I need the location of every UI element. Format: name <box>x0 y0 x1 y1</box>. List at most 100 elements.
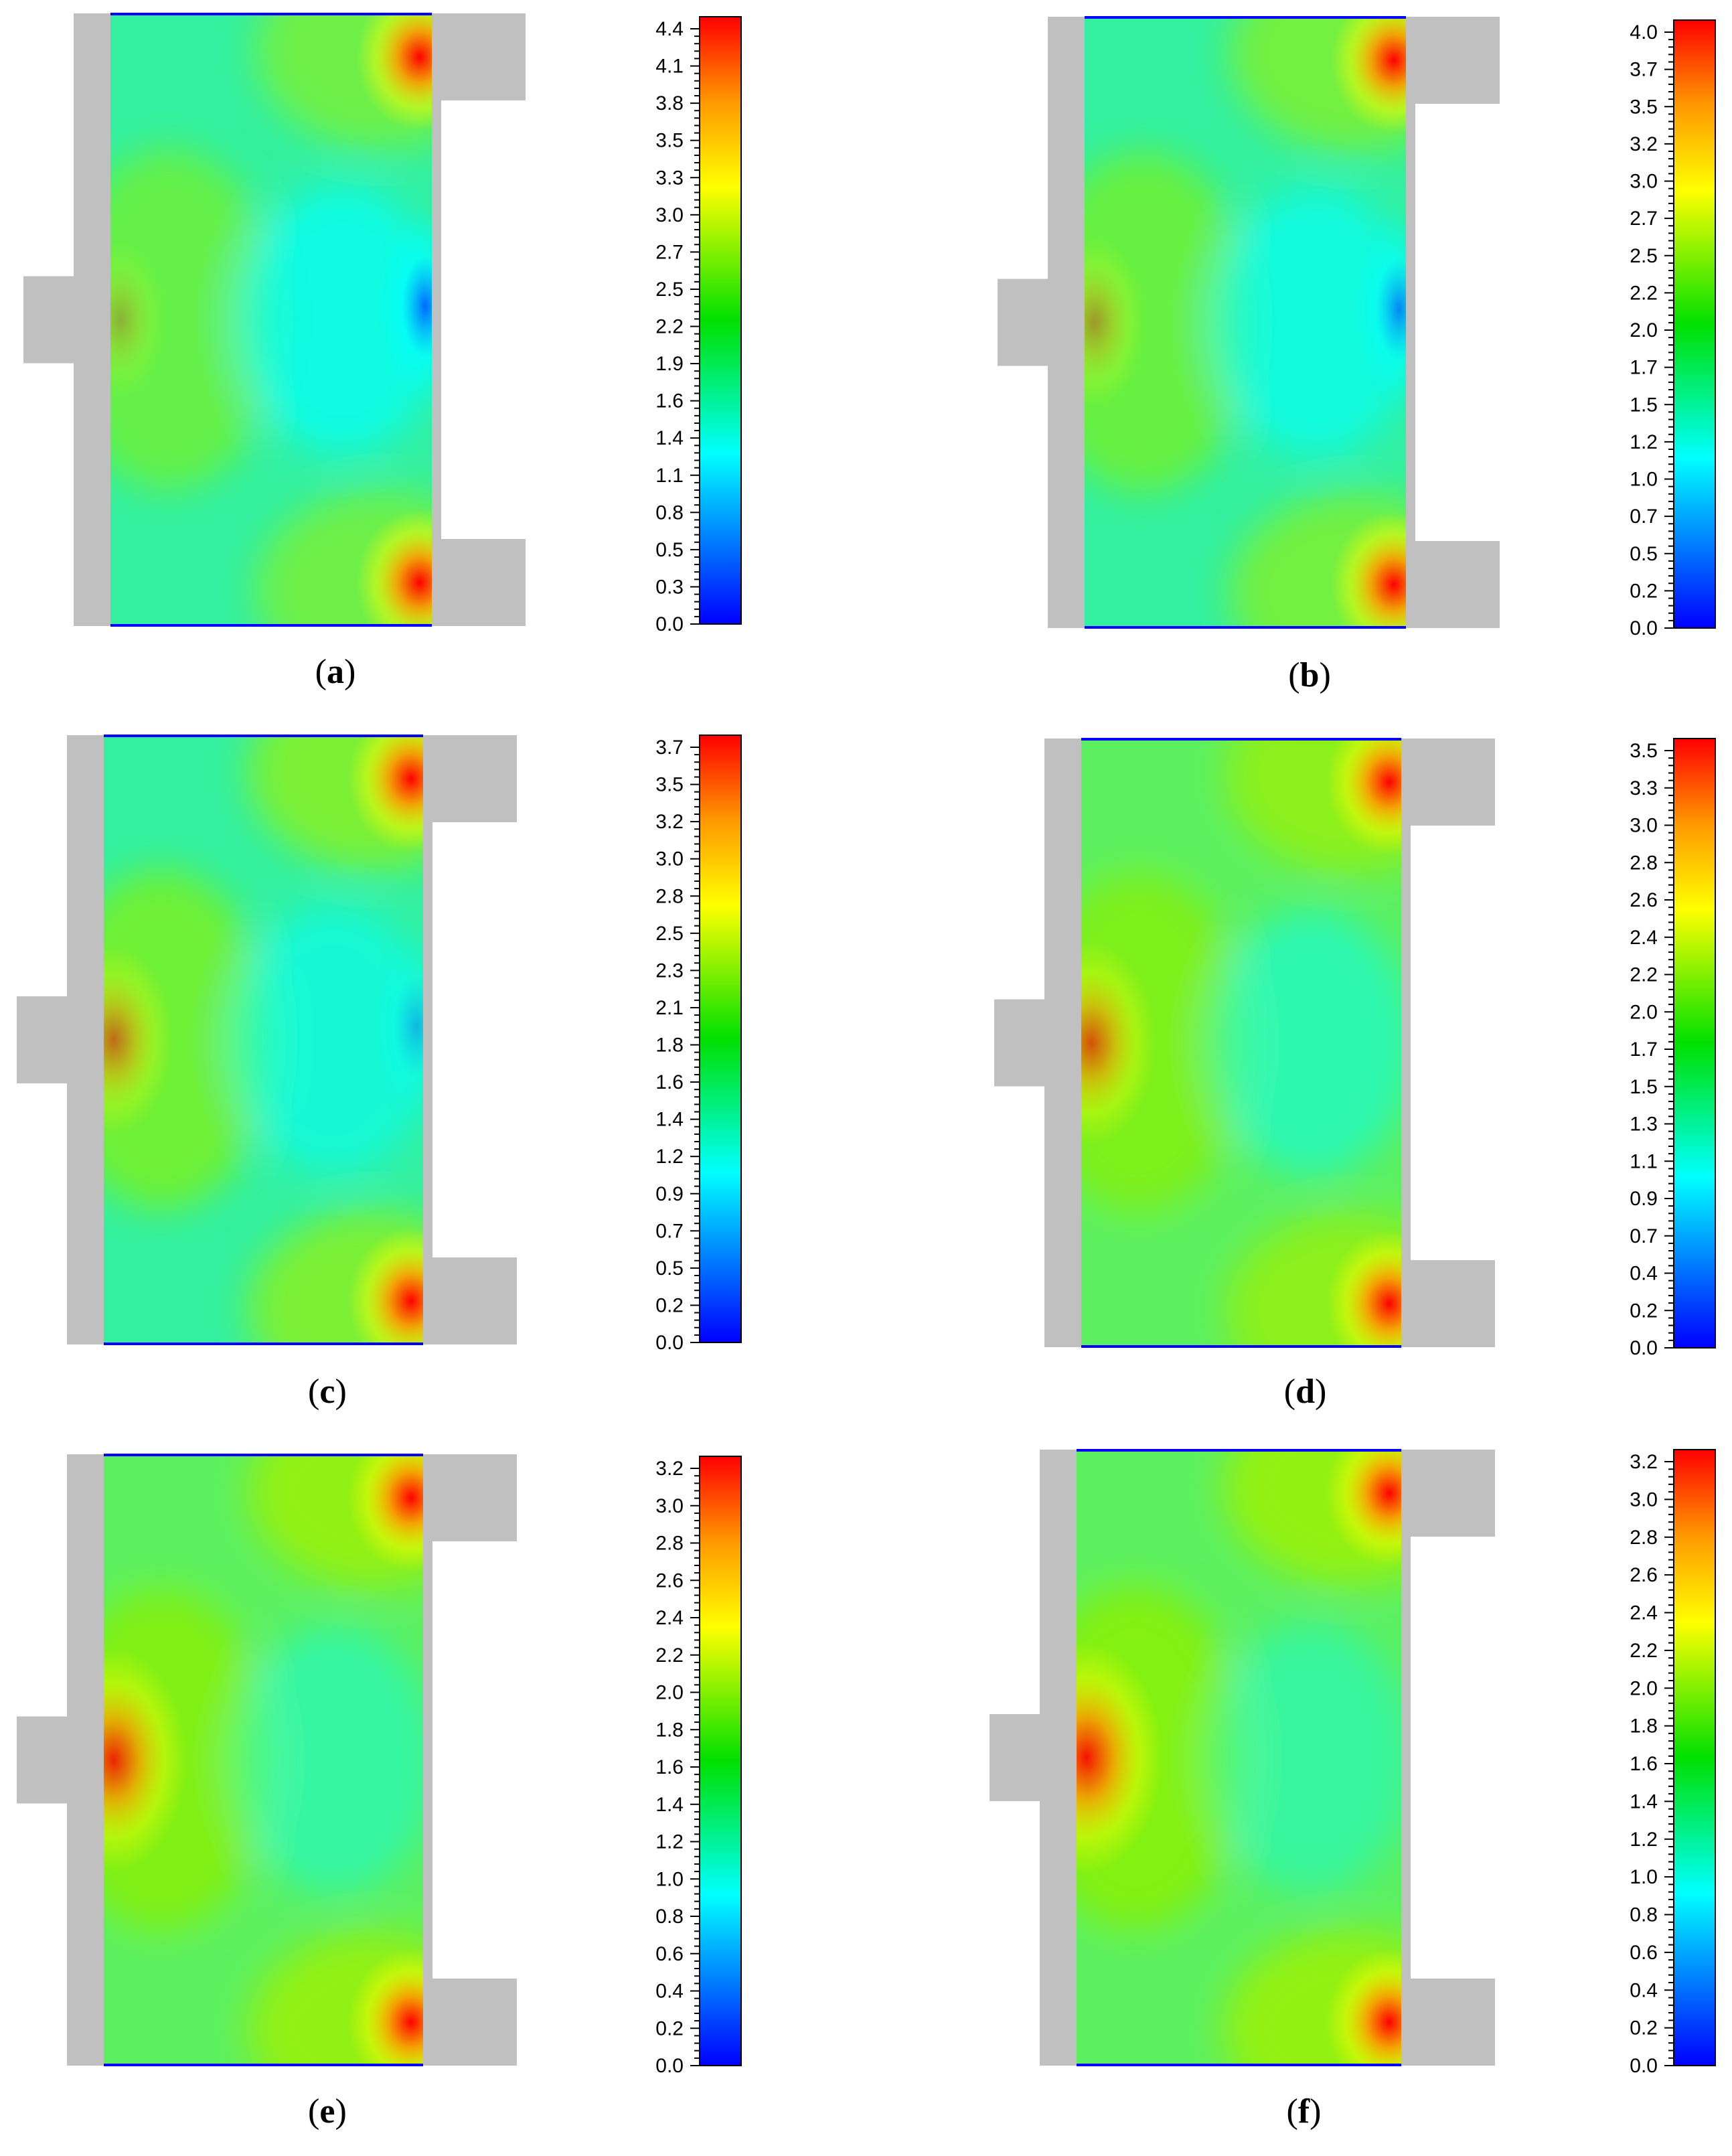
panel-label: (d) <box>1284 1373 1327 1411</box>
colorbar-tick-label: 3.0 <box>655 204 684 226</box>
contour-field <box>1081 739 1401 1347</box>
colorbar: 0.0 0.2 0.4 0.6 0.8 1.0 1.2 1.4 1.6 1.8 2.0 2.2 2.4 2… <box>1630 1449 1716 2077</box>
right-wall <box>432 13 441 626</box>
colorbar-tick-label: 2.2 <box>655 316 684 338</box>
colorbar-tick-label: 3.7 <box>655 737 684 759</box>
colorbar-tick-label: 0.0 <box>655 2055 684 2077</box>
colorbar: 0.0 0.3 0.5 0.8 1.1 1.4 1.6 1.9 2.2 2.5 2.7 3.0 3.3 3… <box>655 16 742 635</box>
colorbar-tick-label: 0.7 <box>655 1220 684 1242</box>
left-wall <box>67 735 104 1344</box>
colorbar-tick-label: 1.4 <box>655 427 684 449</box>
colorbar-tick-label: 3.0 <box>1630 171 1658 193</box>
colorbar-tick-label: 0.9 <box>655 1183 684 1205</box>
colorbar-tick-label: 1.4 <box>655 1109 684 1131</box>
colorbar-tick-label: 1.4 <box>655 1794 684 1816</box>
left-port <box>17 996 68 1083</box>
left-wall <box>67 1454 104 2066</box>
band-core <box>231 905 423 1174</box>
right-port-top <box>1406 17 1500 104</box>
panel-b: 0.0 0.2 0.5 0.7 1.0 1.2 1.5 1.7 2.0 2.2 2.5 2.7 3.0 3… <box>998 16 1716 694</box>
right-wall <box>1401 739 1411 1347</box>
colorbar-tick-label: 0.0 <box>1630 2055 1658 2077</box>
colorbar-tick-label: 0.5 <box>1630 543 1658 565</box>
colorbar-tick-label: 2.8 <box>1630 852 1658 874</box>
colorbar-tick-label: 2.0 <box>1630 319 1658 341</box>
colorbar-tick-label: 1.0 <box>1630 1866 1658 1888</box>
colorbar-tick-label: 0.2 <box>655 1294 684 1316</box>
colorbar-tick-label: 0.4 <box>1630 1263 1658 1285</box>
left-port <box>990 1714 1040 1801</box>
colorbar-tick-label: 1.5 <box>1630 1076 1658 1098</box>
colorbar-tick-label: 2.2 <box>1630 964 1658 986</box>
band-left <box>1085 151 1255 494</box>
colorbar-tick-label: 2.5 <box>655 279 684 301</box>
colorbar-tick-label: 1.2 <box>655 1831 684 1853</box>
colorbar-tick-label: 1.5 <box>1630 394 1658 416</box>
colorbar-tick-label: 4.4 <box>655 18 684 40</box>
colorbar-tick-label: 0.0 <box>655 613 684 635</box>
colorbar-tick-label: 3.3 <box>1630 777 1658 799</box>
colorbar-gradient <box>699 735 742 1343</box>
right-port-bottom <box>1401 1260 1495 1347</box>
colorbar-tick-label: 1.1 <box>1630 1150 1658 1172</box>
coldspot-right <box>1352 208 1406 410</box>
hotspot-top-right <box>356 13 432 131</box>
right-port-bottom <box>432 539 526 626</box>
colorbar-tick-label: 3.2 <box>1630 133 1658 155</box>
colorbar-tick-label: 0.8 <box>655 502 684 524</box>
band-core <box>239 185 432 455</box>
colorbar-tick-label: 2.2 <box>1630 282 1658 304</box>
right-port-bottom <box>1406 541 1500 628</box>
colorbar-tick-label: 0.4 <box>655 1981 684 2003</box>
colorbar-tick-label: 2.3 <box>655 959 684 982</box>
colorbar-tick-label: 0.2 <box>1630 2017 1658 2039</box>
colorbar-tick-label: 1.4 <box>1630 1790 1658 1813</box>
right-port-top <box>1401 739 1495 826</box>
colorbar-tick-label: 1.2 <box>655 1146 684 1168</box>
colorbar-tick-label: 3.3 <box>655 167 684 189</box>
contour-field <box>104 1454 423 2066</box>
left-wall <box>1048 17 1085 628</box>
band-left <box>110 148 281 491</box>
colorbar: 0.0 0.2 0.5 0.7 0.9 1.2 1.4 1.6 1.8 2.1 2.3 2.5 2.8 3… <box>655 735 742 1354</box>
left-port <box>17 1716 68 1804</box>
colorbar-tick-label: 3.8 <box>655 92 684 114</box>
panel-a: 0.0 0.3 0.5 0.8 1.1 1.4 1.6 1.9 2.2 2.5 2.7 3.0 3.3 3… <box>23 13 742 691</box>
colorbar-tick-label: 3.2 <box>655 811 684 833</box>
colorbar-tick-label: 3.5 <box>655 130 684 152</box>
colorbar-tick-label: 2.4 <box>655 1607 684 1629</box>
colorbar-tick-label: 0.8 <box>655 1906 684 1928</box>
colorbar-tick-label: 1.0 <box>655 1868 684 1890</box>
colorbar-tick-label: 1.6 <box>1630 1753 1658 1775</box>
colorbar-tick-label: 3.5 <box>655 774 684 796</box>
colorbar-tick-label: 2.4 <box>1630 1602 1658 1624</box>
hotspot-left <box>1077 1641 1164 1874</box>
contour-field <box>1085 17 1406 628</box>
contour-field <box>104 735 423 1344</box>
colorbar-tick-label: 0.4 <box>1630 1979 1658 2001</box>
colorbar-tick-label: 2.2 <box>1630 1640 1658 1662</box>
left-wall <box>1040 1450 1077 2066</box>
colorbar: 0.0 0.2 0.4 0.7 0.9 1.1 1.3 1.5 1.7 2.0 2.2 2.4 2.6 2… <box>1630 738 1716 1359</box>
hotspot-left <box>1081 940 1157 1146</box>
band-core <box>1206 1622 1401 1894</box>
right-port-top <box>432 13 526 100</box>
panel-label: (a) <box>315 653 356 691</box>
colorbar-tick-label: 3.5 <box>1630 96 1658 118</box>
colorbar-tick-label: 1.0 <box>1630 469 1658 491</box>
right-wall <box>423 1454 432 2066</box>
colorbar-tick-label: 1.1 <box>655 465 684 487</box>
colorbar-tick-label: 0.7 <box>1630 1225 1658 1247</box>
colorbar-tick-label: 1.6 <box>655 390 684 412</box>
colorbar-tick-label: 1.2 <box>1630 1829 1658 1851</box>
colorbar-tick-label: 1.6 <box>655 1071 684 1093</box>
colorbar-gradient <box>1673 19 1716 629</box>
panel-e: 0.0 0.2 0.4 0.6 0.8 1.0 1.2 1.4 1.6 1.8 2.0 2.2 2.4 2… <box>17 1454 742 2131</box>
panel-label: (e) <box>308 2092 347 2131</box>
colorbar-gradient <box>699 16 742 625</box>
colorbar: 0.0 0.2 0.5 0.7 1.0 1.2 1.5 1.7 2.0 2.2 2.5 2.7 3.0 3… <box>1630 19 1716 639</box>
colorbar-tick-label: 3.7 <box>1630 59 1658 81</box>
colorbar-tick-label: 0.6 <box>655 1943 684 1965</box>
colorbar-tick-label: 0.7 <box>1630 506 1658 528</box>
hotspot-bottom-right <box>1326 1230 1401 1347</box>
